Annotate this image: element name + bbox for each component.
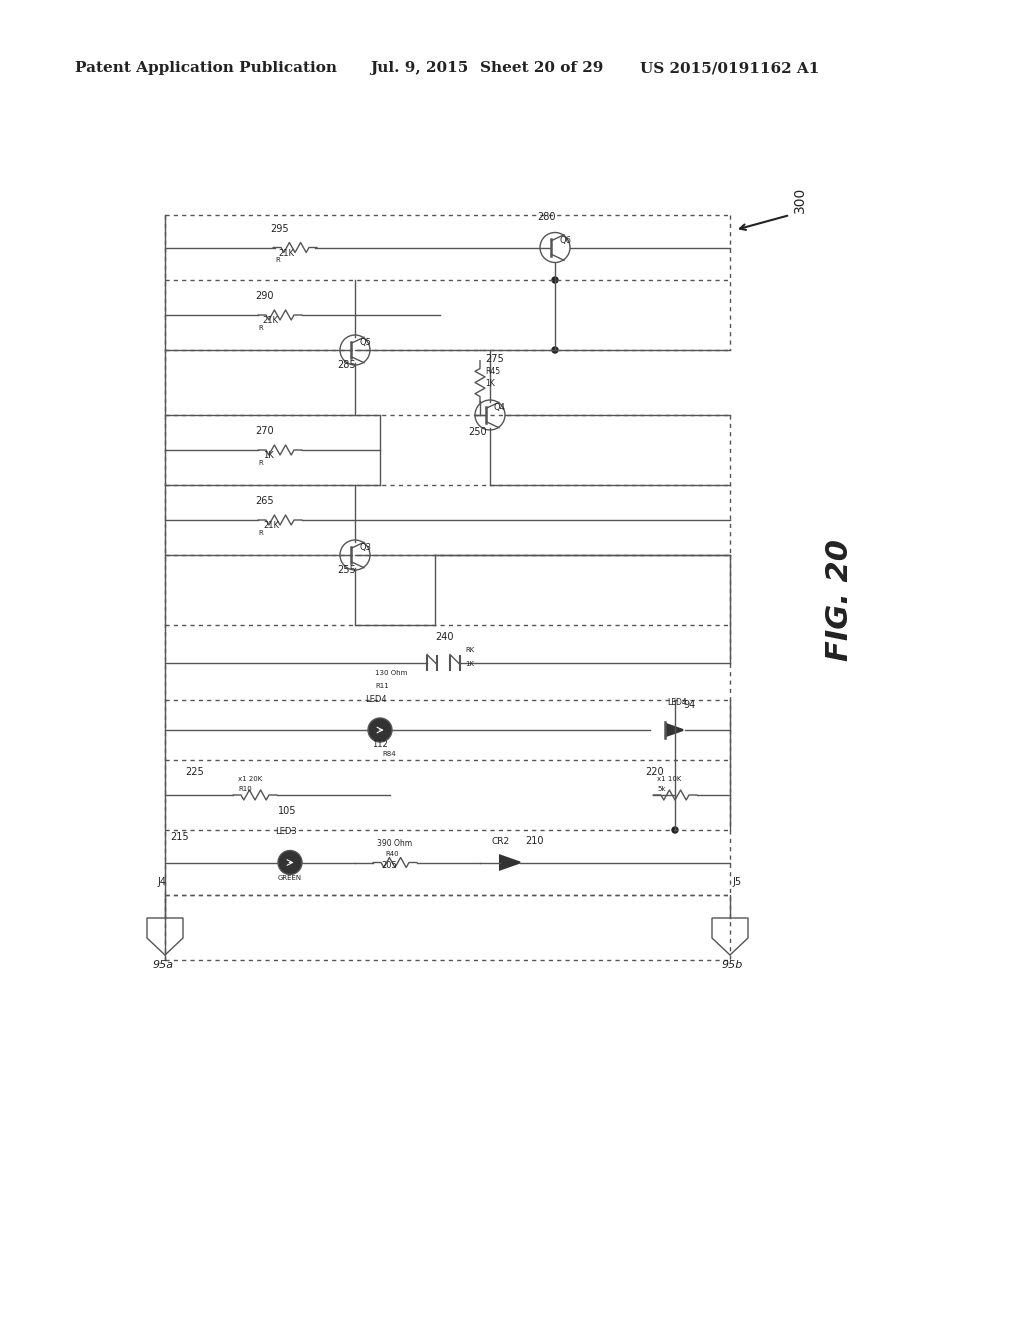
Text: LED4: LED4 bbox=[667, 698, 687, 708]
Text: 255: 255 bbox=[337, 565, 355, 576]
Text: R10: R10 bbox=[238, 785, 252, 792]
Text: 300: 300 bbox=[793, 186, 807, 213]
Circle shape bbox=[368, 718, 392, 742]
Text: R: R bbox=[275, 257, 280, 264]
Text: Sheet 20 of 29: Sheet 20 of 29 bbox=[480, 61, 603, 75]
Text: 215: 215 bbox=[170, 832, 188, 842]
Text: J4: J4 bbox=[157, 876, 166, 887]
Text: J5: J5 bbox=[732, 876, 741, 887]
Polygon shape bbox=[500, 855, 520, 870]
Text: 112: 112 bbox=[372, 741, 388, 748]
Text: 130 Ohm: 130 Ohm bbox=[375, 671, 408, 676]
Text: GREEN: GREEN bbox=[278, 875, 302, 882]
Text: R: R bbox=[258, 325, 263, 331]
Text: x1 20K: x1 20K bbox=[238, 776, 262, 781]
Text: 1K: 1K bbox=[485, 379, 495, 388]
Text: 5k: 5k bbox=[657, 785, 666, 792]
Circle shape bbox=[552, 277, 558, 282]
Text: 275: 275 bbox=[485, 355, 504, 364]
Text: Jul. 9, 2015: Jul. 9, 2015 bbox=[370, 61, 468, 75]
Text: US 2015/0191162 A1: US 2015/0191162 A1 bbox=[640, 61, 819, 75]
Text: 95b: 95b bbox=[722, 960, 743, 970]
Circle shape bbox=[552, 347, 558, 352]
Polygon shape bbox=[667, 725, 683, 735]
Text: R: R bbox=[258, 531, 263, 536]
Text: 265: 265 bbox=[255, 496, 273, 506]
Text: Q3: Q3 bbox=[360, 543, 372, 552]
Text: FIG. 20: FIG. 20 bbox=[825, 539, 854, 661]
Text: 95a: 95a bbox=[153, 960, 174, 970]
Text: Patent Application Publication: Patent Application Publication bbox=[75, 61, 337, 75]
Text: 1K: 1K bbox=[465, 660, 474, 667]
Text: RK: RK bbox=[465, 648, 474, 653]
Text: R11: R11 bbox=[375, 682, 389, 689]
Text: 390 Ohm: 390 Ohm bbox=[377, 840, 412, 849]
Text: R45: R45 bbox=[485, 367, 500, 376]
Text: 205: 205 bbox=[381, 862, 396, 870]
Text: 105: 105 bbox=[278, 807, 297, 817]
Text: 21K: 21K bbox=[262, 315, 278, 325]
Text: LED3: LED3 bbox=[275, 828, 297, 837]
Text: 285: 285 bbox=[337, 360, 355, 370]
Text: 295: 295 bbox=[270, 223, 289, 234]
Text: 240: 240 bbox=[435, 632, 454, 643]
Text: LED4: LED4 bbox=[365, 696, 387, 704]
Text: 280: 280 bbox=[537, 211, 555, 222]
Text: R40: R40 bbox=[385, 851, 398, 858]
Text: 94: 94 bbox=[683, 700, 695, 710]
Text: Q4: Q4 bbox=[494, 403, 506, 412]
Text: Q6: Q6 bbox=[559, 235, 571, 244]
Text: R: R bbox=[258, 459, 263, 466]
Text: x1 10K: x1 10K bbox=[657, 776, 681, 781]
Text: 225: 225 bbox=[185, 767, 204, 777]
Text: 1K: 1K bbox=[263, 451, 273, 459]
Text: 220: 220 bbox=[645, 767, 664, 777]
Circle shape bbox=[672, 828, 678, 833]
Text: 21K: 21K bbox=[263, 521, 279, 531]
Text: 250: 250 bbox=[468, 426, 486, 437]
Text: 210: 210 bbox=[525, 837, 544, 846]
Text: 21K: 21K bbox=[278, 248, 294, 257]
Text: R84: R84 bbox=[382, 751, 395, 756]
Text: Q5: Q5 bbox=[360, 338, 372, 347]
Text: 270: 270 bbox=[255, 426, 273, 436]
Circle shape bbox=[278, 850, 302, 874]
Text: CR2: CR2 bbox=[492, 837, 510, 846]
Text: 290: 290 bbox=[255, 290, 273, 301]
